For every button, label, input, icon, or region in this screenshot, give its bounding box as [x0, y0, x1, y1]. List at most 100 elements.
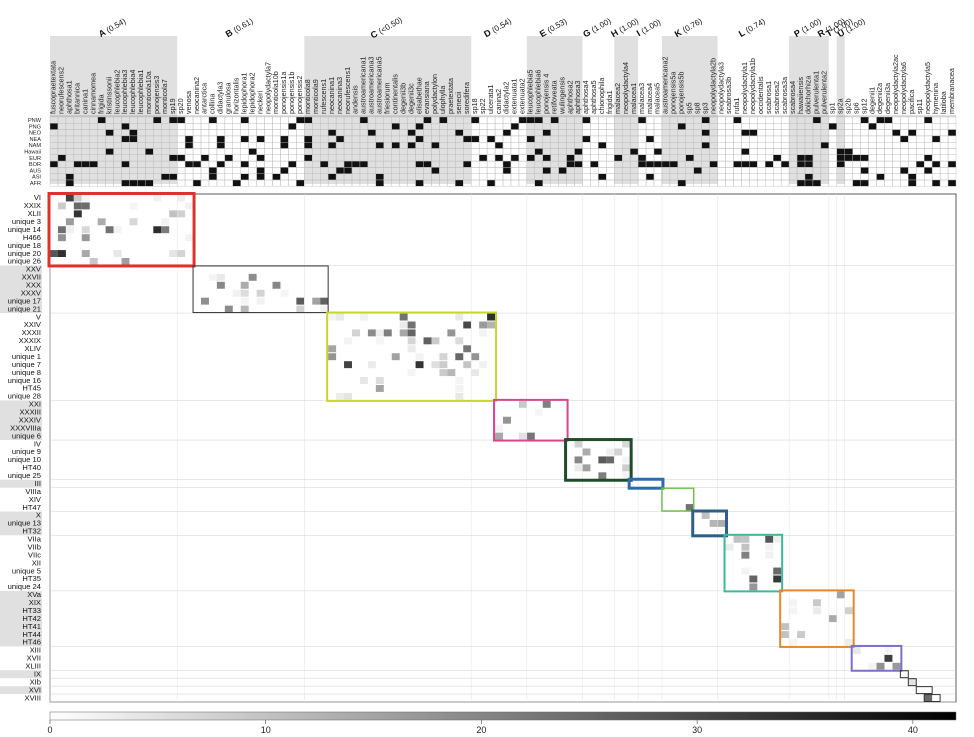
heat-cell: [534, 408, 543, 416]
presence-cell: [709, 160, 718, 168]
species-label: andensis: [351, 85, 360, 114]
presence-cell: [176, 148, 186, 156]
presence-cell: [725, 123, 734, 130]
presence-cell: [502, 173, 512, 181]
presence-cell: [518, 160, 528, 168]
presence-cell: [471, 135, 480, 143]
heat-cell: [312, 297, 321, 305]
presence-cell: [852, 179, 861, 187]
presence-cell: [757, 148, 766, 156]
presence-cell: [192, 154, 202, 162]
presence-cell: [892, 116, 901, 124]
region-label: AFR: [30, 181, 41, 187]
presence-cell: [924, 154, 933, 162]
presence-cell: [81, 160, 90, 168]
species-label: scabrosa1: [764, 81, 773, 114]
presence-cell: [860, 160, 869, 168]
presence-cell: [749, 141, 758, 149]
presence-cell: [248, 123, 257, 130]
presence-cell: [240, 173, 249, 181]
presence-cell: [320, 160, 329, 168]
otu-group-box: [779, 589, 855, 648]
otu-row-label: V: [36, 312, 42, 321]
presence-cell: [256, 148, 265, 156]
presence-cell: [741, 179, 750, 187]
presence-cell: [645, 160, 655, 168]
presence-cell: [637, 179, 647, 187]
presence-cell: [828, 141, 837, 149]
presence-cell: [264, 167, 273, 174]
presence-cell: [208, 173, 218, 181]
presence-cell: [868, 160, 877, 168]
heat-cell: [773, 567, 782, 575]
presence-cell: [939, 116, 949, 124]
species-label: neocanina2: [192, 77, 201, 114]
presence-cell: [916, 129, 925, 137]
region-presence-matrix: [49, 115, 957, 187]
presence-cell: [780, 116, 790, 124]
presence-cell: [773, 135, 782, 143]
presence-cell: [256, 154, 265, 162]
presence-cell: [820, 141, 830, 149]
presence-cell: [256, 173, 265, 181]
presence-cell: [129, 179, 138, 187]
presence-cell: [653, 154, 663, 162]
presence-cell: [725, 154, 734, 162]
presence-cell: [192, 129, 202, 137]
presence-cell: [153, 116, 162, 124]
presence-cell: [733, 154, 742, 162]
presence-cell: [924, 148, 933, 156]
presence-cell: [693, 167, 702, 174]
presence-cell: [494, 141, 504, 149]
presence-cell: [471, 148, 480, 156]
presence-cell: [939, 135, 949, 143]
presence-cell: [510, 173, 520, 181]
presence-cell: [478, 116, 488, 124]
presence-cell: [176, 154, 186, 162]
group-label-G: G (1.00): [581, 15, 613, 39]
otu-row-label: HT33: [22, 606, 41, 615]
group-label-I: I (1.00): [635, 16, 663, 38]
presence-cell: [494, 123, 504, 130]
group-label-B: B (0.61): [224, 15, 255, 39]
presence-cell: [208, 154, 218, 162]
presence-cell: [407, 141, 416, 149]
species-label: monticola7: [160, 79, 169, 114]
presence-cell: [486, 167, 496, 174]
presence-cell: [335, 135, 345, 143]
presence-cell: [192, 160, 202, 168]
presence-cell: [184, 116, 194, 124]
presence-cell: [653, 179, 663, 187]
region-label: ASI: [32, 175, 41, 181]
group-label-A: A (0.54): [97, 16, 128, 40]
heat-cell: [542, 400, 551, 408]
heat-cell: [431, 337, 440, 345]
presence-cell: [502, 179, 512, 187]
species-label: degenii3b: [398, 83, 407, 114]
presence-cell: [216, 173, 226, 181]
presence-cell: [645, 141, 655, 149]
presence-cell: [884, 160, 893, 168]
otu-row-label: HT47: [22, 503, 41, 512]
presence-cell: [828, 135, 837, 143]
presence-cell: [224, 179, 233, 187]
presence-cell: [828, 129, 837, 137]
species-label: sp19: [168, 98, 177, 114]
species-label: pulverulenta1: [812, 71, 821, 114]
presence-cell: [590, 141, 599, 149]
species-label: fuscopraetextata: [49, 61, 58, 114]
presence-cell: [844, 123, 853, 130]
species-label: austroamericana5: [375, 56, 384, 114]
presence-cell: [272, 160, 281, 168]
heat-cell: [232, 289, 241, 297]
presence-cell: [208, 129, 218, 137]
presence-cell: [590, 154, 599, 162]
otu-row-label: HT42: [22, 614, 41, 623]
species-label: neocanina1: [327, 77, 336, 114]
presence-cell: [200, 179, 210, 187]
otu-row-label: VIIa: [27, 535, 41, 544]
presence-cell: [908, 116, 917, 124]
presence-cell: [908, 123, 917, 130]
presence-cell: [924, 179, 933, 187]
